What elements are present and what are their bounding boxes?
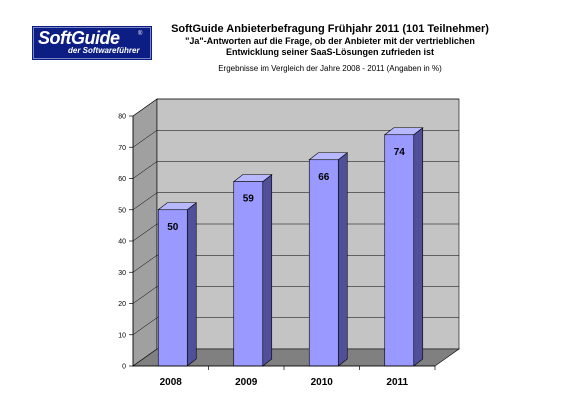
data-label: 66: [318, 172, 330, 183]
x-tick-label: 2011: [386, 377, 408, 388]
gridline: [132, 223, 459, 242]
bar: 50: [157, 202, 198, 367]
y-tick-label: 50: [118, 207, 126, 214]
x-axis: 2008 2009 2010 2011: [133, 365, 436, 388]
chart-bars: 50 59 66 74: [157, 127, 424, 367]
gridline: [132, 286, 459, 304]
gridline: [132, 130, 459, 148]
chart-subtitle: "Ja"-Antworten auf die Frage, ob der Anb…: [160, 36, 500, 58]
gridline: [132, 317, 459, 335]
y-tick-label: 80: [118, 114, 126, 121]
data-label: 74: [394, 147, 406, 158]
bar-front: [233, 181, 264, 367]
y-tick-label: 20: [118, 301, 126, 308]
bar-front: [384, 134, 415, 367]
bar-side: [262, 174, 273, 367]
x-tick-label: 2009: [235, 377, 258, 388]
y-axis: 0 10 20 30 40 50 60 70 80: [118, 114, 134, 371]
gridline: [132, 255, 459, 273]
data-label: 59: [243, 194, 255, 205]
bar: 59: [232, 174, 273, 367]
chart-subtitle-line-2: Entwicklung seiner SaaS-Lösungen zufried…: [225, 47, 435, 57]
gridline: [132, 192, 459, 210]
x-tick-label: 2008: [160, 377, 183, 388]
y-tick-label: 70: [118, 145, 126, 152]
chart-subtitle-line-1: "Ja"-Antworten auf die Frage, ob der Anb…: [185, 36, 475, 46]
bar-front: [308, 159, 339, 367]
y-tick-label: 30: [118, 270, 126, 277]
y-tick-label: 0: [122, 364, 126, 371]
logo-registered-mark: ®: [138, 31, 143, 37]
logo-tagline: der Softwareführer: [68, 46, 140, 55]
x-tick-label: 2010: [311, 377, 334, 388]
bar: 74: [383, 127, 424, 367]
data-label: 50: [167, 222, 179, 233]
y-tick-label: 40: [118, 239, 126, 246]
chart-note: Ergebnisse im Vergleich der Jahre 2008 -…: [218, 64, 442, 73]
softguide-logo: SoftGuide ® der Softwareführer: [33, 27, 151, 59]
bar-front: [157, 209, 188, 367]
gridline: [132, 98, 459, 117]
y-tick-label: 10: [118, 332, 126, 339]
chart-title: SoftGuide Anbieterbefragung Frühjahr 201…: [171, 23, 489, 35]
y-tick-label: 60: [118, 176, 126, 183]
logo-wordmark: SoftGuide: [38, 28, 120, 48]
gridline: [132, 161, 459, 179]
bar-side: [186, 202, 197, 367]
bar-side: [413, 127, 424, 367]
bar-side: [337, 152, 348, 367]
bar: 66: [308, 152, 349, 367]
